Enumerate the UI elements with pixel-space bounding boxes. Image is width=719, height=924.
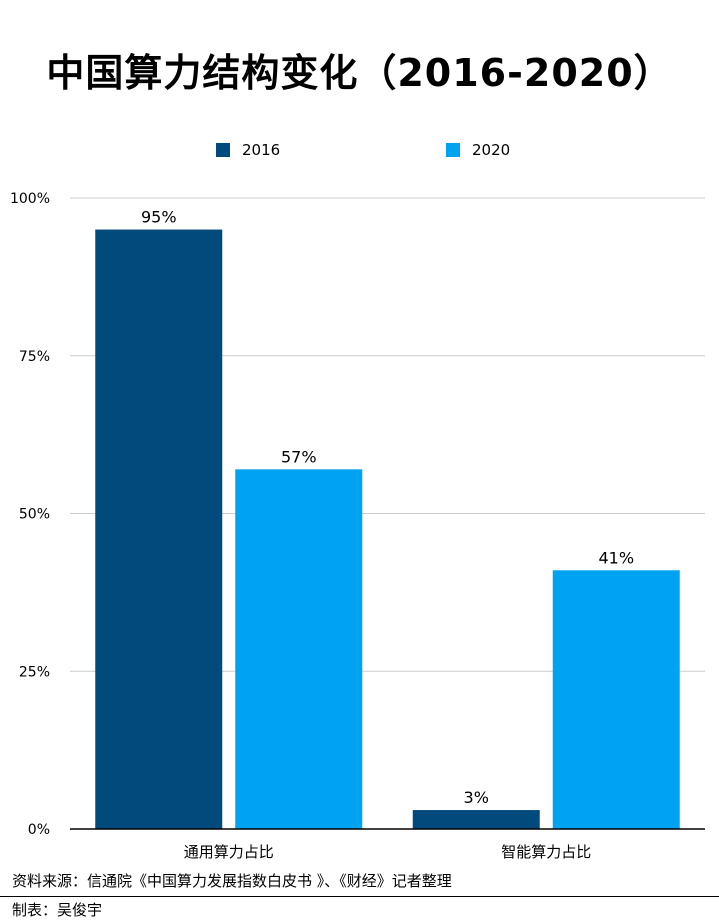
- category-label: 通用算力占比: [184, 843, 274, 861]
- data-label: 41%: [598, 548, 634, 567]
- credit-note: 制表：吴俊宇: [12, 901, 103, 919]
- bar-2016-1: [412, 810, 540, 829]
- legend-item-2016: 2016: [216, 140, 280, 160]
- bar-2016-0: [95, 229, 223, 830]
- bar-chart: 0% 25% 50% 75% 100% 95% 57% 通用算力占比 3% 41% 智能算力占比: [10, 191, 705, 861]
- data-label: 57%: [281, 447, 317, 466]
- legend: 2016 2020: [0, 140, 719, 160]
- y-tick-label: 100%: [10, 191, 50, 207]
- legend-swatch-2016: [216, 143, 230, 157]
- y-tick-label: 25%: [19, 664, 50, 680]
- legend-swatch-2020: [446, 143, 460, 157]
- y-tick-label: 0%: [28, 822, 50, 838]
- legend-label-2016: 2016: [242, 141, 281, 159]
- footer-divider: [0, 896, 719, 897]
- bar-2020-0: [235, 469, 363, 829]
- y-tick-label: 50%: [19, 507, 50, 523]
- legend-item-2020: 2020: [446, 140, 510, 160]
- data-label: 95%: [141, 208, 177, 227]
- chart-title: 中国算力结构变化（2016-2020）: [46, 51, 673, 95]
- legend-label-2020: 2020: [472, 141, 511, 159]
- source-note: 资料来源：信通院《中国算力发展指数白皮书 》、《财经》记者整理: [12, 872, 452, 890]
- category-label: 智能算力占比: [501, 843, 591, 861]
- data-label: 3%: [464, 788, 489, 807]
- y-tick-label: 75%: [19, 349, 50, 365]
- bar-2020-1: [552, 570, 680, 829]
